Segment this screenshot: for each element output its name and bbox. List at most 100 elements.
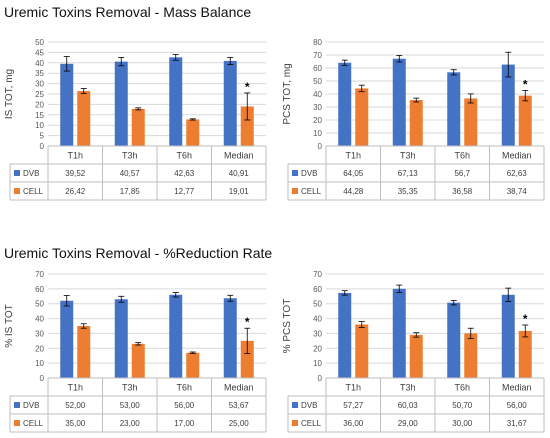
bar-dvb bbox=[60, 63, 74, 146]
legend-swatch-cell bbox=[292, 420, 298, 426]
bar-dvb bbox=[169, 294, 183, 378]
y-tick-label: 45 bbox=[35, 48, 44, 57]
category-label: T6h bbox=[454, 151, 470, 161]
data-value-label: 25,00 bbox=[229, 419, 250, 428]
bar-cell bbox=[464, 333, 478, 378]
bar-dvb bbox=[114, 299, 128, 378]
bar-dvb bbox=[447, 72, 461, 146]
category-label: T3h bbox=[122, 151, 138, 161]
bar-dvb bbox=[338, 62, 352, 146]
bar-cell bbox=[77, 91, 91, 146]
category-label: T6h bbox=[176, 383, 192, 393]
y-tick-label: 20 bbox=[35, 344, 44, 353]
y-axis-label: % IS TOT bbox=[4, 304, 15, 348]
bar-dvb bbox=[447, 302, 461, 378]
data-value-label: 29,00 bbox=[398, 419, 419, 428]
y-tick-label: 40 bbox=[313, 315, 322, 324]
section-title-reduction-rate: Uremic Toxins Removal - %Reduction Rate bbox=[4, 245, 273, 261]
bar-dvb bbox=[60, 300, 74, 378]
data-value-label: 53,67 bbox=[229, 401, 250, 410]
category-label: T1h bbox=[67, 151, 83, 161]
bar-dvb bbox=[338, 292, 352, 378]
category-label: T1h bbox=[67, 383, 83, 393]
significance-marker: * bbox=[523, 77, 528, 91]
bar-cell bbox=[464, 98, 478, 146]
data-value-label: 53,00 bbox=[120, 401, 141, 410]
legend-swatch-cell bbox=[292, 188, 298, 194]
chart-percent-pcs-tot: 0 10 20 30 40 50 60 70 % PCS TOT * T1h T3h T6h Median… bbox=[278, 268, 548, 438]
bar-dvb bbox=[501, 294, 515, 378]
data-value-label: 40,57 bbox=[120, 169, 141, 178]
data-value-label: 62,63 bbox=[507, 169, 528, 178]
y-tick-label: 20 bbox=[313, 344, 322, 353]
bar-cell bbox=[518, 95, 532, 146]
data-value-label: 60,03 bbox=[398, 401, 419, 410]
legend-swatch-dvb bbox=[292, 402, 298, 408]
legend-label: CELL bbox=[23, 187, 44, 196]
y-tick-label: 30 bbox=[35, 329, 44, 338]
data-value-label: 23,00 bbox=[120, 419, 141, 428]
y-tick-label: 0 bbox=[318, 142, 323, 151]
y-tick-label: 0 bbox=[318, 374, 323, 383]
legend-label: DVB bbox=[301, 401, 317, 410]
legend-label: CELL bbox=[23, 419, 44, 428]
y-tick-label: 20 bbox=[313, 116, 322, 125]
y-axis-label: % PCS TOT bbox=[282, 299, 293, 354]
significance-marker: * bbox=[245, 80, 250, 94]
y-tick-label: 20 bbox=[35, 100, 44, 109]
chart-percent-is-tot: 0 10 20 30 40 50 60 70 % IS TOT * T1h T3h T6h Median D… bbox=[0, 268, 270, 438]
significance-marker: * bbox=[523, 312, 528, 326]
legend-swatch-dvb bbox=[292, 170, 298, 176]
y-tick-label: 40 bbox=[35, 315, 44, 324]
y-tick-label: 30 bbox=[313, 329, 322, 338]
y-tick-label: 10 bbox=[35, 121, 44, 130]
y-tick-label: 30 bbox=[35, 80, 44, 89]
data-value-label: 30,00 bbox=[452, 419, 473, 428]
category-label: T3h bbox=[400, 151, 416, 161]
y-tick-label: 70 bbox=[35, 270, 44, 279]
y-tick-label: 10 bbox=[35, 359, 44, 368]
data-value-label: 40,91 bbox=[229, 169, 250, 178]
chart-svg: 0 10 20 30 40 50 60 70 % IS TOT * T1h T3h T6h Median D… bbox=[4, 270, 267, 433]
data-value-label: 44,28 bbox=[343, 187, 364, 196]
legend-label: CELL bbox=[301, 419, 322, 428]
bar-cell bbox=[240, 340, 254, 378]
y-tick-label: 10 bbox=[313, 359, 322, 368]
category-label: T3h bbox=[400, 383, 416, 393]
bar-cell bbox=[131, 343, 145, 378]
data-value-label: 17,85 bbox=[120, 187, 141, 196]
category-label: T1h bbox=[345, 383, 361, 393]
legend-swatch-cell bbox=[14, 188, 20, 194]
legend-label: DVB bbox=[23, 169, 39, 178]
data-value-label: 17,00 bbox=[174, 419, 195, 428]
data-value-label: 39,52 bbox=[65, 169, 86, 178]
y-tick-label: 10 bbox=[313, 129, 322, 138]
legend-swatch-dvb bbox=[14, 170, 20, 176]
bar-dvb bbox=[169, 57, 183, 146]
y-tick-label: 60 bbox=[313, 64, 322, 73]
bar-cell bbox=[409, 100, 423, 146]
y-tick-label: 30 bbox=[313, 103, 322, 112]
data-value-label: 35,00 bbox=[65, 419, 86, 428]
data-value-label: 35,35 bbox=[398, 187, 419, 196]
category-label: T6h bbox=[176, 151, 192, 161]
legend-label: CELL bbox=[301, 187, 322, 196]
data-value-label: 12,77 bbox=[174, 187, 195, 196]
y-tick-label: 70 bbox=[313, 51, 322, 60]
data-value-label: 36,00 bbox=[343, 419, 364, 428]
bar-cell bbox=[131, 108, 145, 146]
chart-svg: 0 10 20 30 40 50 60 70 % PCS TOT * T1h T3h T6h Median… bbox=[282, 270, 545, 433]
data-value-label: 57,27 bbox=[343, 401, 364, 410]
data-value-label: 52,00 bbox=[65, 401, 86, 410]
y-axis-label: PCS TOT, mg bbox=[282, 63, 293, 124]
bar-cell bbox=[518, 330, 532, 378]
bar-cell bbox=[409, 334, 423, 378]
legend-label: DVB bbox=[23, 401, 39, 410]
chart-pcs-tot: 0 10 20 30 40 50 60 70 80 PCS TOT, mg * T1h T3h T6h Me… bbox=[278, 36, 548, 206]
y-tick-label: 50 bbox=[35, 38, 44, 47]
bar-cell bbox=[77, 326, 91, 378]
y-tick-label: 0 bbox=[40, 374, 45, 383]
data-value-label: 56,7 bbox=[454, 169, 470, 178]
bar-cell bbox=[240, 106, 254, 146]
y-tick-label: 50 bbox=[35, 300, 44, 309]
